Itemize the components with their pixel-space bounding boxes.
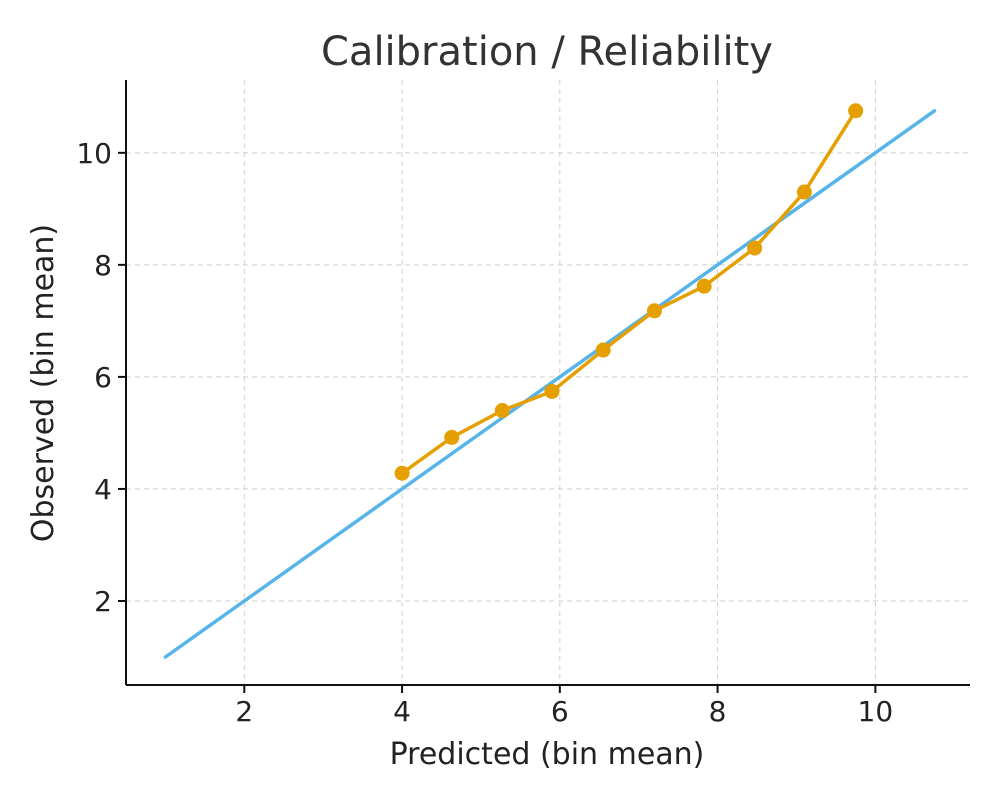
calibration-point [394, 465, 410, 481]
y-tick-label: 6 [94, 361, 112, 394]
calibration-curve-line [400, 109, 858, 475]
y-ticks: 2 4 6 8 10 [76, 137, 126, 618]
x-tick-label: 10 [858, 695, 894, 728]
calibration-point [544, 383, 560, 399]
calibration-point [494, 403, 510, 419]
diagonal-reference-line [163, 109, 937, 659]
x-tick-label: 6 [551, 695, 569, 728]
calibration-point [747, 240, 763, 256]
calibration-point [444, 429, 460, 445]
series [163, 103, 937, 659]
y-axis-label: Observed (bin mean) [26, 224, 61, 542]
x-tick-label: 8 [709, 695, 727, 728]
x-axis-label: Predicted (bin mean) [390, 737, 705, 772]
x-tick-label: 4 [393, 695, 411, 728]
y-tick-label: 10 [76, 137, 112, 170]
calibration-point [646, 303, 662, 319]
axes [125, 80, 970, 686]
y-tick-label: 8 [94, 249, 112, 282]
calibration-point [595, 342, 611, 358]
calibration-point [796, 184, 812, 200]
x-ticks: 2 4 6 8 10 [235, 685, 893, 728]
calibration-point [848, 103, 864, 119]
calibration-point [696, 278, 712, 294]
chart-title: Calibration / Reliability [321, 29, 773, 75]
x-tick-label: 2 [235, 695, 253, 728]
y-tick-label: 2 [94, 585, 112, 618]
y-tick-label: 4 [94, 473, 112, 506]
